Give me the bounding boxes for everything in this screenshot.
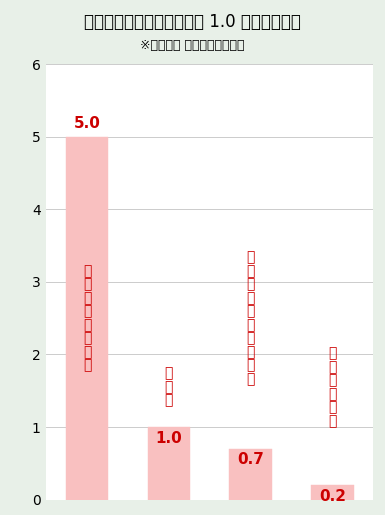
Text: 天
鷹
種: 天 鷹 種: [165, 367, 173, 407]
Bar: [66, 137, 109, 500]
Bar: [147, 427, 190, 500]
Bar: [311, 485, 354, 500]
Text: 韓
国
産
唐
辛
子: 韓 国 産 唐 辛 子: [328, 347, 337, 428]
Text: 0.7: 0.7: [237, 452, 264, 468]
Text: ※当社調べ （粉末での比較）: ※当社調べ （粉末での比較）: [140, 39, 245, 52]
Text: 1.0: 1.0: [156, 431, 182, 445]
Text: 辛味成分の指数（天鷹種を 1.0 とした場合）: 辛味成分の指数（天鷹種を 1.0 とした場合）: [84, 13, 301, 31]
Text: 5.0: 5.0: [74, 116, 100, 131]
Text: 0.2: 0.2: [319, 489, 346, 504]
Bar: [229, 449, 272, 500]
Text: ハ
バ
ネ
ロ
ペ
ッ
パ
ー: ハ バ ネ ロ ペ ッ パ ー: [83, 264, 91, 372]
Text: ハ
ラ
ペ
ー
ニ
ョ
ペ
ッ
パ
ー: ハ ラ ペ ー ニ ョ ペ ッ パ ー: [246, 251, 255, 386]
